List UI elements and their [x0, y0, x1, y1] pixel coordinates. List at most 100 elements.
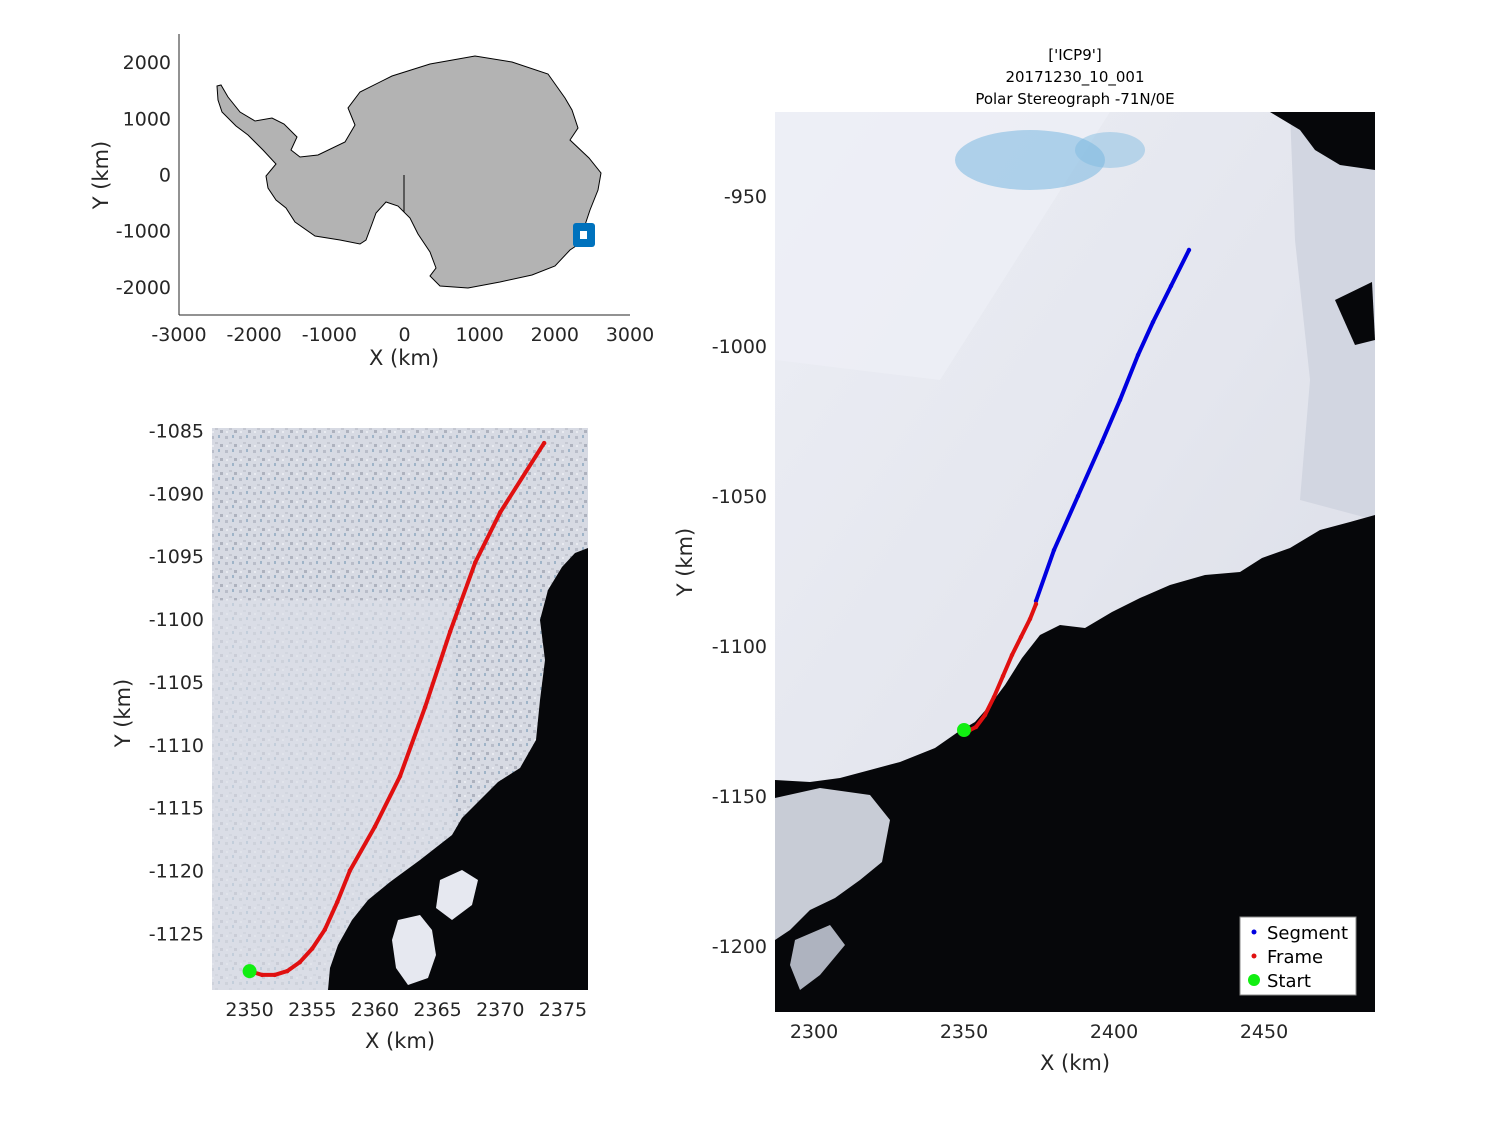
- zoom-frame-point-11: [422, 704, 428, 710]
- main-frame-point-5: [1009, 652, 1015, 658]
- main-x-tick-3: 2450: [1240, 1021, 1288, 1043]
- zoom-y-tick-5: -1110: [149, 735, 204, 757]
- zoom-y-tick-4: -1105: [149, 672, 204, 694]
- main-sea-ice-floe-2: [790, 925, 845, 990]
- main-segment-point-3: [1099, 439, 1105, 445]
- main-frame-point-3: [991, 694, 997, 700]
- zoom-start-marker: [242, 964, 257, 979]
- zoom-frame-point-3: [285, 968, 290, 974]
- overview-y-tick-3: -1000: [116, 221, 171, 243]
- main-frame-point-2: [982, 712, 988, 718]
- zoom-y-tick-7: -1120: [149, 861, 204, 883]
- main-melt-ponds-2: [1075, 132, 1145, 168]
- overview-x-label: X (km): [369, 346, 439, 370]
- overview-x-tick-6: 3000: [606, 324, 654, 346]
- overview-y-label: Y (km): [89, 141, 113, 211]
- main-segment-point-6: [1150, 319, 1156, 325]
- zoom-frame-point-12: [447, 629, 453, 634]
- zoom-frame-track: [247, 440, 547, 978]
- overview-y-tick-1: 1000: [123, 108, 171, 130]
- zoom-y-tick-3: -1100: [149, 609, 204, 631]
- zoom-x-tick-5: 2375: [539, 999, 587, 1021]
- main-segment-point-4: [1117, 397, 1123, 403]
- main-start-marker: [957, 723, 971, 737]
- main-x-tick-0: 2300: [790, 1021, 838, 1043]
- overview-x-tick-4: 1000: [455, 324, 503, 346]
- zoom-panel: 2350 2355 2360 2365 2370 2375 -1085 -1090 -1095…: [111, 421, 588, 1053]
- zoom-frame-point-5: [310, 946, 315, 951]
- zoom-iceberg-large: [392, 915, 436, 985]
- zoom-frame-point-14: [498, 510, 503, 515]
- zoom-y-label: Y (km): [111, 679, 135, 749]
- zoom-y-tick-1: -1090: [149, 483, 204, 505]
- antarctica-landmass: [216, 55, 602, 289]
- main-y-tick-3: -1100: [712, 636, 767, 658]
- main-segment-point-7: [1168, 283, 1174, 289]
- zoom-x-label: X (km): [365, 1029, 435, 1053]
- zoom-x-tick-4: 2370: [476, 999, 524, 1021]
- main-segment-point-5: [1135, 352, 1141, 358]
- zoom-x-tick-2: 2360: [351, 999, 399, 1021]
- main-frame-point-6: [1018, 634, 1024, 640]
- title-line-3: Polar Stereograph -71N/0E: [975, 90, 1174, 108]
- main-melt-ponds: [955, 130, 1105, 190]
- legend-segment-label: Segment: [1267, 923, 1348, 944]
- legend-start-label: Start: [1267, 971, 1311, 992]
- zoom-imagery: [212, 428, 588, 990]
- zoom-frame-point-4: [297, 960, 302, 965]
- main-segment-point-1: [1051, 547, 1057, 553]
- main-ice-right-band: [1290, 112, 1375, 520]
- zoom-frame-point-13: [473, 560, 478, 565]
- zoom-x-tick-3: 2365: [413, 999, 461, 1021]
- overview-x-tick-5: 2000: [531, 324, 579, 346]
- zoom-y-tick-8: -1125: [149, 923, 204, 945]
- main-segment-point-8: [1186, 247, 1192, 253]
- legend-segment-swatch: [1251, 929, 1257, 935]
- zoom-frame-point-15: [541, 440, 547, 446]
- main-x-label: X (km): [1040, 1051, 1110, 1075]
- zoom-frame-point-10: [397, 774, 403, 779]
- main-y-tick-5: -1200: [712, 936, 767, 958]
- main-y-tick-1: -1000: [712, 336, 767, 358]
- legend: Segment Frame Start: [1239, 916, 1357, 996]
- main-frame-point-7: [1027, 616, 1033, 622]
- legend-start-swatch: [1248, 974, 1260, 986]
- zoom-x-tick-0: 2350: [225, 999, 273, 1021]
- title-line-1: ['ICP9']: [1048, 46, 1101, 64]
- zoom-frame-point-8: [347, 868, 353, 873]
- overview-panel: -3000 -2000 -1000 0 1000 2000 3000 2000 1000 0 -1…: [89, 34, 654, 370]
- title-line-2: 20171230_10_001: [1005, 68, 1144, 87]
- main-sea-ice-floes: [775, 788, 890, 940]
- main-imagery: [775, 112, 1375, 1012]
- zoom-y-tick-2: -1095: [149, 546, 204, 568]
- zoom-iceberg-small: [436, 870, 478, 920]
- flight-location-marker-center: [580, 231, 587, 239]
- main-panel: ['ICP9'] 20171230_10_001 Polar Stereogra…: [673, 46, 1375, 1075]
- overview-y-tick-0: 2000: [123, 52, 171, 74]
- zoom-frame-point-6: [322, 927, 327, 932]
- overview-y-tick-4: -2000: [116, 277, 171, 299]
- overview-x-tick-0: -3000: [151, 324, 206, 346]
- overview-x-tick-2: -1000: [302, 324, 357, 346]
- main-ocean: [775, 515, 1375, 1012]
- zoom-x-tick-1: 2355: [288, 999, 336, 1021]
- main-x-tick-2: 2400: [1090, 1021, 1138, 1043]
- main-y-tick-0: -950: [724, 186, 767, 208]
- main-y-tick-4: -1150: [712, 786, 767, 808]
- main-x-tick-1: 2350: [940, 1021, 988, 1043]
- zoom-frame-point-2: [272, 972, 277, 978]
- zoom-y-tick-6: -1115: [149, 798, 204, 820]
- main-segment-point-2: [1075, 493, 1081, 499]
- main-frame-point-1: [973, 724, 979, 730]
- zoom-y-tick-0: -1085: [149, 421, 204, 443]
- main-ocean-right-inlet: [1335, 282, 1375, 345]
- zoom-frame-point-7: [335, 899, 340, 905]
- main-frame-point-8: [1033, 601, 1039, 607]
- main-y-label: Y (km): [673, 528, 697, 598]
- legend-frame-swatch: [1251, 953, 1257, 959]
- main-segment-track: [1033, 247, 1192, 604]
- zoom-ocean: [328, 548, 588, 990]
- main-ocean-topright: [1270, 112, 1375, 170]
- overview-y-tick-2: 0: [159, 165, 171, 187]
